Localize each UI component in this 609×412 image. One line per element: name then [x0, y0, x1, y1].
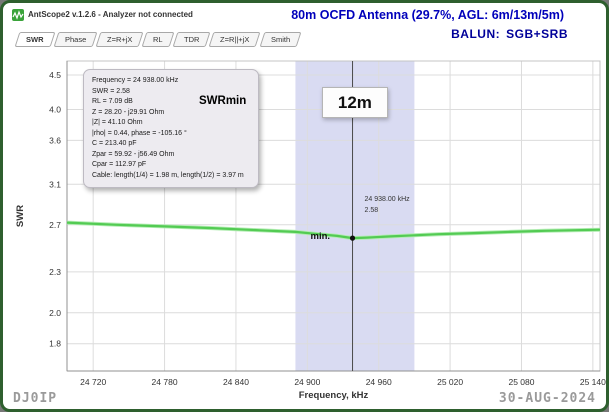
y-tick-label: 3.1 — [49, 179, 61, 189]
x-tick-label: 25 140 — [580, 377, 606, 387]
info-line: Z = 28.20 - j29.91 Ohm — [92, 108, 165, 116]
callsign-watermark: DJ0IP — [13, 391, 58, 406]
y-tick-label: 2.7 — [49, 220, 61, 230]
y-tick-label: 1.8 — [49, 339, 61, 349]
date-watermark: 30-AUG-2024 — [498, 391, 596, 406]
balun-subtitle: BALUN: SGB+SRB — [445, 27, 568, 41]
app-logo-icon — [12, 8, 24, 21]
cursor-marker-dot — [349, 235, 356, 241]
cursor-swr-value: 2.58 — [364, 207, 379, 215]
balun-label: BALUN: — [451, 27, 501, 41]
x-tick-label: 24 780 — [152, 377, 178, 387]
min-label: min. — [310, 231, 331, 243]
x-axis-label: Frequency, kHz — [299, 390, 369, 401]
info-line: |Z| = 41.10 Ohm — [92, 119, 143, 126]
app-title: AntScope2 v.1.2.6 - Analyzer not connect… — [28, 9, 193, 19]
x-tick-label: 24 720 — [80, 377, 106, 387]
x-tick-label: 24 900 — [294, 377, 320, 387]
swr-chart: 24 720 24 780 24 840 24 900 24 960 25 020 25 0… — [15, 60, 606, 401]
info-line: |rho| = 0.44, phase = -105.16 ° — [92, 129, 187, 137]
balun-value: SGB+SRB — [506, 27, 568, 41]
x-tick-label: 24 960 — [366, 377, 392, 387]
y-tick-label: 2.0 — [49, 308, 61, 318]
info-line: Zpar = 59.92 - j56.49 Ohm — [92, 150, 175, 158]
info-line: Cpar = 112.97 pF — [92, 161, 147, 168]
cursor-readout: 24 938.00 kHz 2.58 — [365, 194, 410, 216]
band-12m-label: 12m — [321, 87, 388, 118]
y-tick-label: 2.3 — [49, 267, 61, 277]
info-line: Frequency = 24 938.00 kHz — [92, 77, 179, 84]
y-axis-label: SWR — [15, 205, 26, 227]
x-tick-label: 25 020 — [437, 377, 463, 387]
page-title: 80m OCFD Antenna (29.7%, AGL: 6m/13m/5m) — [291, 8, 564, 22]
y-tick-label: 3.6 — [49, 135, 61, 145]
measurement-info-box: Frequency = 24 938.00 kHz SWR = 2.58 RL … — [83, 69, 259, 188]
x-tick-label: 25 080 — [508, 377, 534, 387]
swrmin-label: SWRmin — [199, 95, 247, 107]
info-line: SWR = 2.58 — [92, 87, 130, 95]
info-line: RL = 7.09 dB — [92, 98, 133, 105]
y-tick-label: 4.5 — [49, 70, 61, 80]
cursor-frequency: 24 938.00 kHz — [364, 196, 410, 204]
info-line: Cable: length(1/4) = 1.98 m, length(1/2)… — [92, 171, 244, 179]
titlebar: AntScope2 v.1.2.6 - Analyzer not connect… — [12, 8, 193, 21]
x-tick-label: 24 840 — [223, 377, 249, 387]
y-tick-label: 4.0 — [49, 105, 61, 115]
info-line: C = 213.40 pF — [92, 140, 137, 147]
